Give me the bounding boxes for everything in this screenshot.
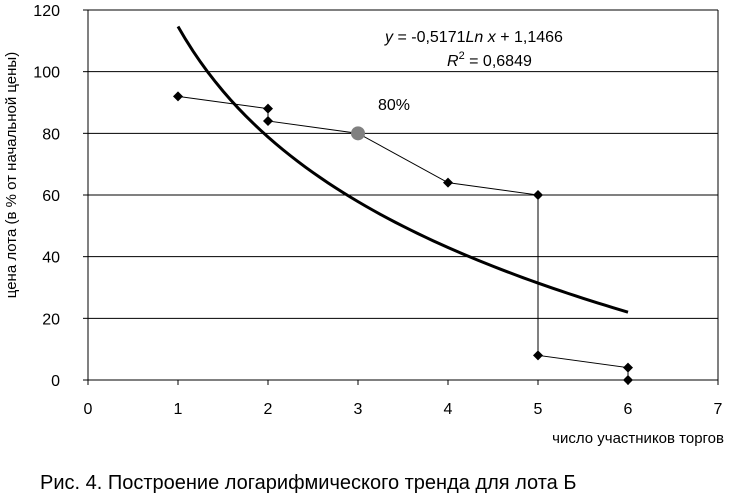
chart: 0 1 2 3 4 5 6 7 0 20 40 60 80 100 120 y = -0,5171Ln x… xyxy=(3,3,724,447)
y-tick-label: 80 xyxy=(42,126,60,143)
data-point xyxy=(173,91,183,102)
axes xyxy=(83,9,719,385)
data-point xyxy=(443,177,453,188)
data-point xyxy=(263,103,273,114)
y-tick-label: 0 xyxy=(51,373,60,390)
x-tick-label: 1 xyxy=(174,401,183,418)
x-tick-label: 5 xyxy=(534,401,543,418)
trendline xyxy=(176,25,629,314)
x-tick-label: 4 xyxy=(444,401,453,418)
y-tick-label: 120 xyxy=(33,3,60,20)
x-tick-label: 7 xyxy=(714,401,723,418)
x-tick-label: 6 xyxy=(624,401,633,418)
x-axis-title: число участников торгов xyxy=(552,430,724,447)
x-tick-labels: 0 1 2 3 4 5 6 7 xyxy=(84,401,723,418)
y-tick-label: 100 xyxy=(33,65,60,82)
y-tick-label: 60 xyxy=(42,188,60,205)
data-point xyxy=(623,375,633,385)
y-axis-title: цена лота (в % от начальной цены) xyxy=(3,52,20,298)
y-tick-label: 20 xyxy=(42,311,60,328)
x-tick-label: 2 xyxy=(264,401,273,418)
data-point xyxy=(623,362,633,373)
r-squared: R2 = 0,6849 xyxy=(447,50,532,70)
highlight-label: 80% xyxy=(378,97,410,114)
data-point xyxy=(533,190,543,200)
x-tick-label: 3 xyxy=(354,401,363,418)
series-line xyxy=(177,95,629,380)
x-tick-label: 0 xyxy=(84,401,93,418)
y-tick-label: 40 xyxy=(42,250,60,267)
y-tick-labels: 0 20 40 60 80 100 120 xyxy=(33,3,60,390)
data-point xyxy=(533,350,543,361)
data-series xyxy=(173,91,633,385)
highlight-point xyxy=(351,126,365,141)
figure-caption: Рис. 4. Построение логарифмического трен… xyxy=(40,472,577,494)
annotations: y = -0,5171Ln x + 1,1466 R2 = 0,6849 80% xyxy=(378,29,563,114)
data-point xyxy=(263,116,273,126)
trend-equation: y = -0,5171Ln x + 1,1466 xyxy=(384,29,563,46)
trendline-curve xyxy=(176,25,629,314)
gridlines xyxy=(88,9,718,319)
